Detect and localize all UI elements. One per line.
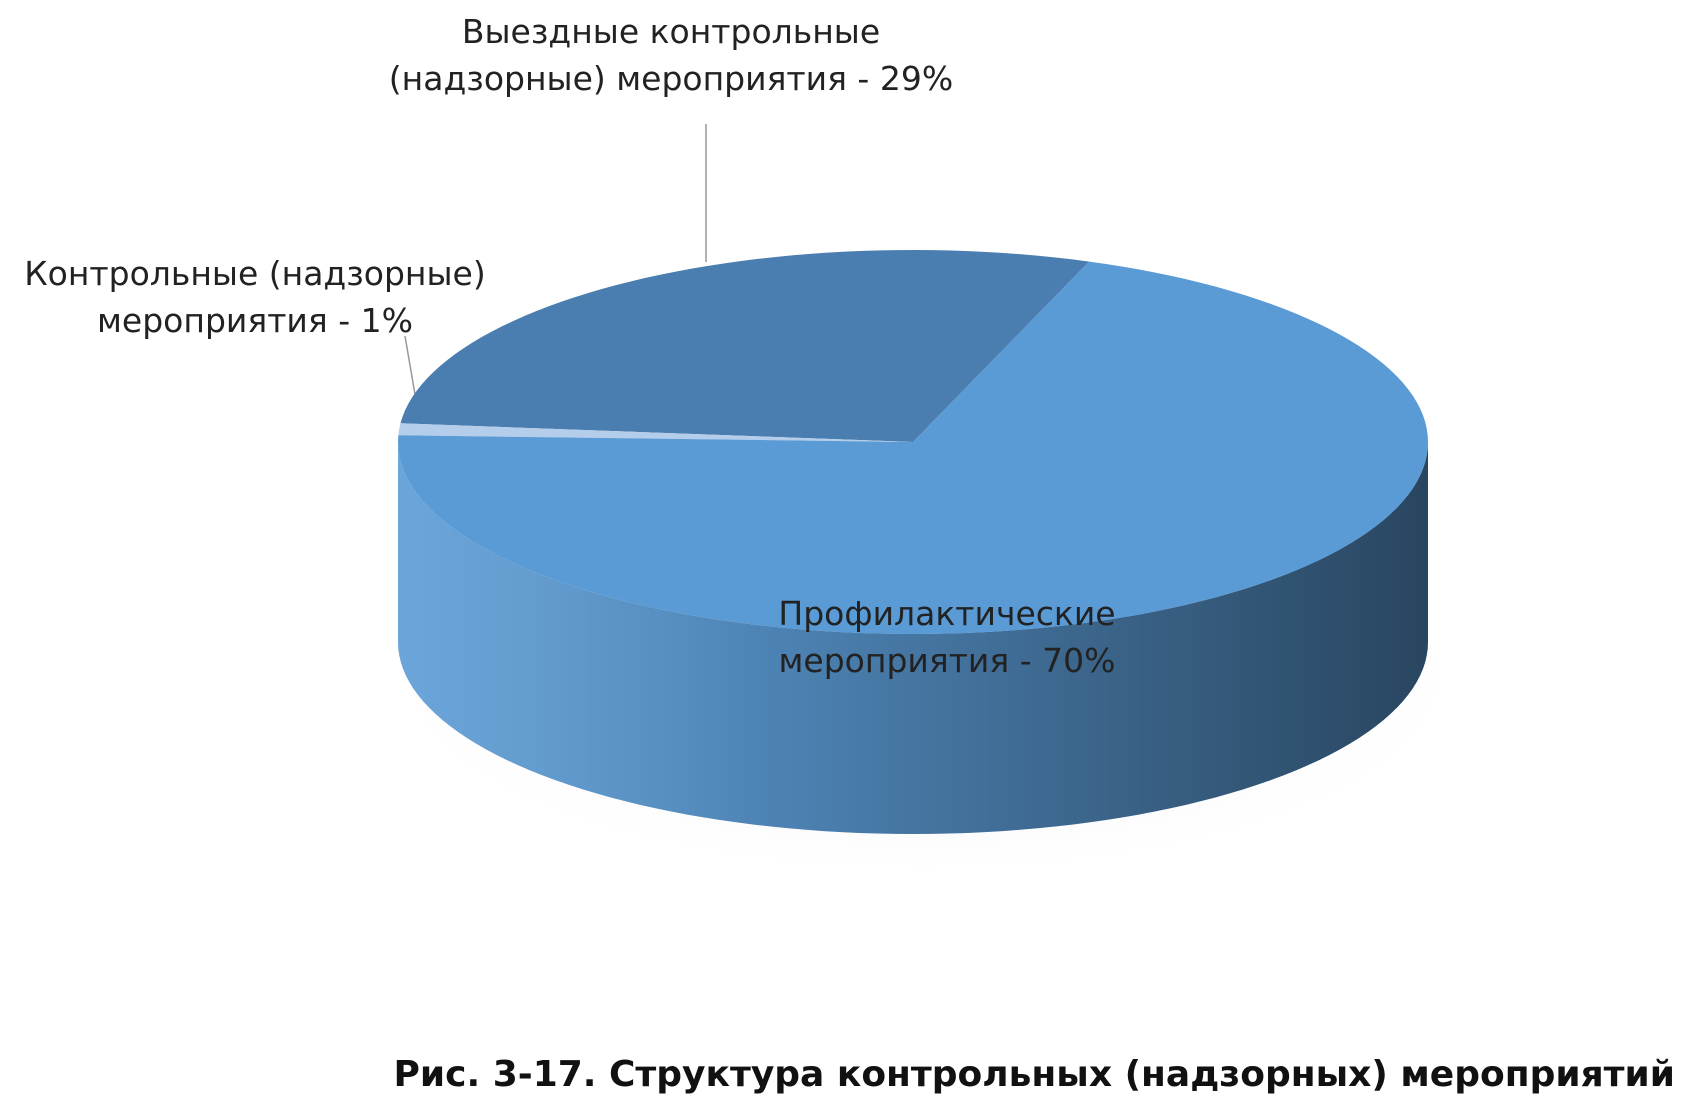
data-label: Профилактические мероприятия - 70%	[778, 594, 1116, 680]
pie-side-shade	[398, 442, 1428, 834]
data-label: Контрольные (надзорные) мероприятия - 1%	[24, 254, 486, 340]
pie-slice	[398, 261, 1428, 834]
chart-title: Рис. 3-17. Структура контрольных (надзор…	[393, 1054, 1675, 1095]
pie-top	[400, 250, 1090, 442]
pie-top	[398, 261, 1428, 634]
pie	[398, 250, 1428, 834]
pie-top	[398, 423, 913, 442]
pie-slice	[400, 250, 1090, 442]
data-label: Выездные контрольные (надзорные) меропри…	[388, 12, 954, 98]
pie-slice	[398, 423, 913, 442]
